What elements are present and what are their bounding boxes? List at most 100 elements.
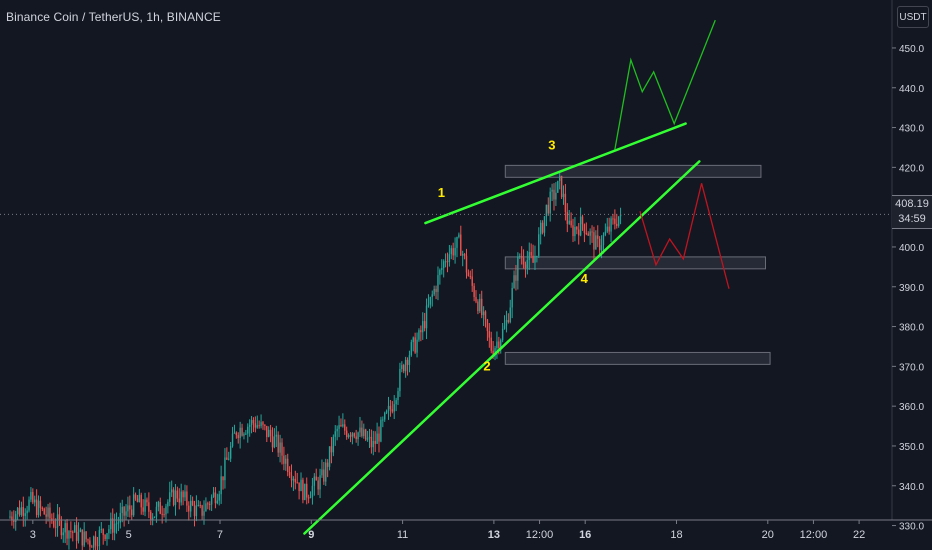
- candle-body: [311, 485, 314, 497]
- price-tick-label: 350.0: [899, 442, 924, 453]
- candle-body: [536, 255, 538, 257]
- projection-paths[interactable]: [614, 19, 730, 289]
- price-zone[interactable]: [504, 351, 771, 365]
- candle-body: [359, 427, 361, 433]
- candle-body: [422, 321, 424, 333]
- price-zone[interactable]: [504, 256, 767, 270]
- trendline-upper[interactable]: [424, 122, 687, 225]
- candle-body: [216, 500, 219, 504]
- candle-body: [492, 350, 494, 357]
- candle-body: [399, 368, 401, 392]
- candle-body: [113, 523, 116, 533]
- price-tick-label: 380.0: [899, 323, 924, 334]
- candle-body: [420, 330, 422, 333]
- candle-body: [16, 507, 19, 515]
- candle-body: [189, 500, 192, 512]
- candle-body: [228, 458, 230, 460]
- candle-body: [58, 514, 61, 520]
- candle-body: [465, 255, 468, 273]
- candle-body: [195, 505, 198, 517]
- candle-body: [49, 507, 51, 519]
- candle-body: [167, 501, 169, 507]
- time-axis-ticks[interactable]: 3 5 7 9 11 13 12:00 16 18 20 12:00 22: [30, 520, 865, 541]
- candle-body: [53, 520, 55, 527]
- candle-body: [342, 424, 344, 427]
- candle-body: [26, 510, 28, 514]
- candle-body: [22, 507, 25, 516]
- candle-body: [222, 476, 224, 481]
- candlestick-series: [9, 173, 622, 550]
- projection-bullish[interactable]: [614, 19, 716, 150]
- candle-body: [307, 497, 310, 499]
- candle-body: [275, 434, 277, 437]
- wave-label: 2: [483, 358, 490, 373]
- wave-label: 4: [581, 271, 589, 286]
- candle-body: [72, 531, 74, 533]
- candle-body: [136, 498, 139, 503]
- candle-body: [184, 491, 186, 498]
- price-tick-label: 430.0: [899, 124, 924, 135]
- trendline-lower[interactable]: [303, 160, 701, 535]
- candle-body: [387, 405, 390, 411]
- candle-body: [401, 365, 403, 369]
- candle-body: [364, 429, 367, 440]
- candle-body: [127, 505, 129, 512]
- candle-body: [524, 264, 527, 269]
- time-tick-label: 12:00: [800, 529, 828, 541]
- candle-body: [237, 435, 239, 439]
- candle-body: [334, 431, 336, 437]
- candle-body: [298, 482, 300, 492]
- support-resistance-zones: [504, 164, 771, 365]
- candle-body: [612, 218, 614, 220]
- price-tick-label: 360.0: [899, 402, 924, 413]
- candle-body: [258, 425, 260, 427]
- candle-body: [131, 509, 133, 516]
- candle-body: [138, 494, 141, 503]
- candle-body: [473, 285, 475, 298]
- candle-body: [98, 530, 101, 547]
- candle-body: [423, 321, 426, 329]
- price-tick-label: 390.0: [899, 283, 924, 294]
- candle-body: [574, 226, 576, 237]
- candle-body: [412, 337, 414, 343]
- candle-body: [41, 507, 44, 509]
- currency-unit-button[interactable]: USDT: [897, 6, 929, 28]
- candle-body: [539, 222, 542, 235]
- candle-body: [39, 500, 42, 508]
- candle-body: [600, 245, 603, 251]
- candle-body: [425, 305, 428, 329]
- candle-body: [18, 507, 21, 515]
- candle-body: [461, 254, 464, 256]
- candle-body: [11, 516, 13, 521]
- projection-bearish[interactable]: [639, 183, 730, 289]
- candle-body: [239, 427, 241, 439]
- candle-body: [475, 297, 477, 302]
- candle-body: [271, 436, 274, 448]
- candle-body: [617, 216, 620, 226]
- candle-body: [165, 506, 167, 515]
- candle-body: [598, 238, 601, 251]
- candle-body: [68, 531, 70, 539]
- candle-body: [62, 532, 64, 536]
- candle-body: [100, 529, 102, 531]
- trend-lines[interactable]: [303, 122, 701, 535]
- candle-body: [361, 427, 363, 436]
- candle-body: [344, 424, 346, 431]
- candle-body: [566, 212, 569, 224]
- candle-body: [243, 433, 245, 436]
- candle-body: [427, 304, 430, 306]
- candle-body: [287, 458, 289, 472]
- candle-body: [578, 229, 580, 236]
- candle-body: [262, 422, 264, 425]
- candle-body: [250, 419, 253, 426]
- price-axis-ticks[interactable]: 330.0 340.0 350.0 360.0 370.0 380.0 390.0 400.0…: [892, 44, 924, 533]
- candle-body: [355, 436, 357, 440]
- candle-body: [197, 505, 200, 507]
- candle-body: [437, 275, 439, 292]
- candle-body: [64, 523, 66, 533]
- candle-body: [564, 193, 567, 213]
- time-tick-label: 20: [762, 529, 774, 541]
- candle-body: [220, 476, 222, 495]
- price-zone[interactable]: [504, 164, 762, 178]
